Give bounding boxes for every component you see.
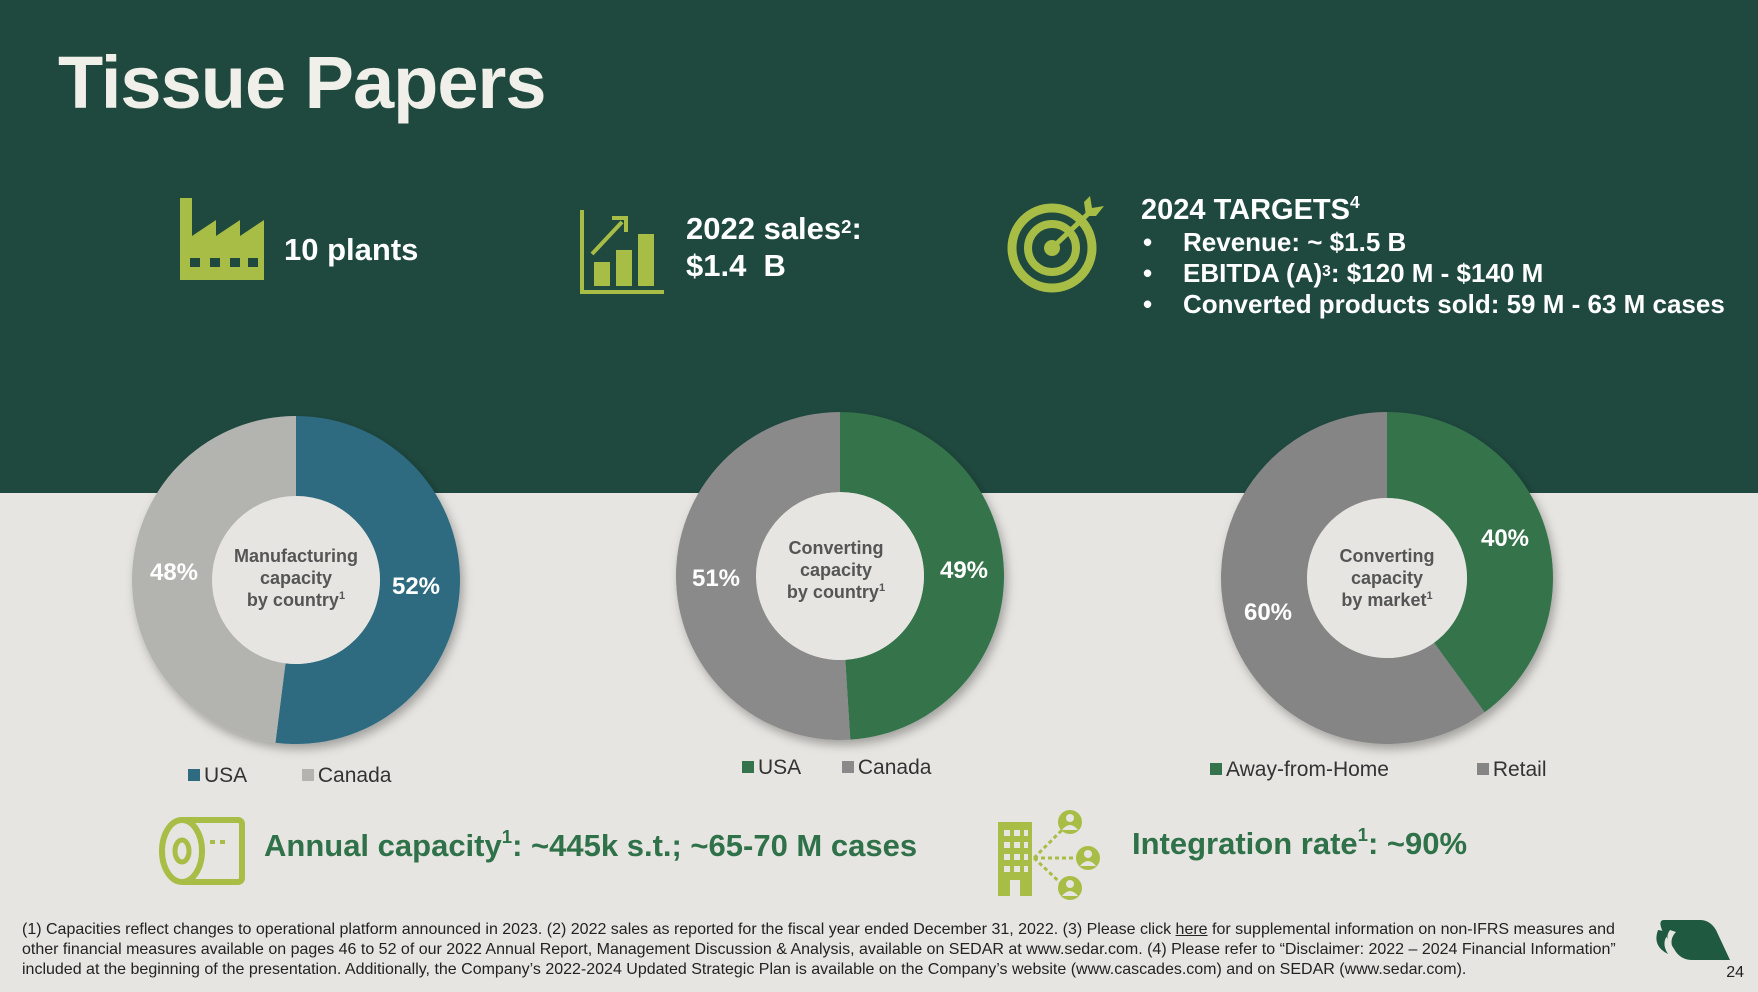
- donut-value-label: 52%: [392, 573, 440, 600]
- donut-center-label: by country1: [247, 590, 345, 610]
- donut-center-label: capacity: [1351, 568, 1423, 588]
- donut-slice-canada: [676, 412, 851, 740]
- target-item-converted-products: Converted products sold: 59 M - 63 M cas…: [1141, 289, 1725, 320]
- donut-chart-3: [1220, 412, 1553, 744]
- legend-item-canada: Canada: [301, 764, 391, 787]
- sales-colon: :: [851, 211, 862, 246]
- targets-block: 2024 TARGETS4 Revenue: ~ $1.5 B EBITDA (…: [1141, 192, 1725, 320]
- toilet-paper-roll-icon: [159, 817, 245, 885]
- donut-slice-retail: [1220, 412, 1485, 744]
- donut-chart-1: [132, 416, 461, 745]
- donut-value-label: 48%: [150, 559, 198, 586]
- donut-value-label: 40%: [1481, 525, 1529, 552]
- donut-slice-usa: [275, 416, 461, 745]
- donut-value-label: 51%: [692, 565, 740, 592]
- targets-heading: 2024 TARGETS4: [1141, 192, 1360, 226]
- legend-converting-market: Away-from-Home Retail: [1210, 758, 1547, 782]
- donut-slice-away-from-home: [1387, 412, 1553, 713]
- donut-hole: [212, 496, 380, 664]
- donut-center-label: by country1: [787, 582, 885, 602]
- legend-item-away-from-home: Away-from-Home: [1210, 758, 1389, 781]
- donut-value-label: 49%: [940, 557, 988, 584]
- target-item-ebitda: EBITDA (A)3: $120 M - $140 M: [1141, 258, 1725, 289]
- donut-hole: [1307, 498, 1467, 658]
- cascades-logo-icon: [1656, 920, 1730, 960]
- sales-kpi: 2022 sales2: $1.4 B: [686, 210, 862, 284]
- sales-value: $1.4 B: [686, 248, 786, 283]
- page-number: 24: [1726, 964, 1744, 981]
- target-arrow-icon: [1007, 196, 1104, 293]
- donut-center-label: Converting: [788, 538, 883, 558]
- legend-item-usa: USA: [188, 764, 246, 787]
- integration-rate: Integration rate1: ~90%: [1132, 824, 1468, 861]
- sales-label: 2022 sales: [686, 211, 842, 246]
- donut-center-label: by market1: [1341, 590, 1432, 610]
- donut-hole: [756, 492, 924, 660]
- plants-count: 10 plants: [284, 232, 419, 267]
- sales-footnote-ref: 2: [841, 216, 852, 238]
- donut-slice-usa: [840, 412, 1005, 740]
- donut-chart-2: [676, 412, 1005, 740]
- donut-slice-canada: [132, 416, 296, 743]
- bar-growth-chart-icon: [580, 210, 664, 294]
- legend-item-canada: Canada: [841, 756, 931, 779]
- donut-value-label: 60%: [1244, 599, 1292, 626]
- factory-icon: [180, 198, 264, 280]
- donut-center-label: capacity: [800, 560, 872, 580]
- targets-list: Revenue: ~ $1.5 B EBITDA (A)3: $120 M - …: [1141, 227, 1725, 320]
- legend-converting-country: USA Canada: [742, 756, 931, 780]
- legend-manufacturing: USA Canada: [188, 764, 391, 788]
- target-item-revenue: Revenue: ~ $1.5 B: [1141, 227, 1725, 258]
- donut-center-label: Manufacturing: [234, 546, 358, 566]
- legend-item-retail: Retail: [1476, 758, 1547, 781]
- annual-capacity: Annual capacity1: ~445k s.t.; ~65-70 M c…: [264, 826, 918, 863]
- supplemental-info-link[interactable]: here: [1175, 921, 1208, 938]
- donut-center-label: capacity: [260, 568, 332, 588]
- footnote: (1) Capacities reflect changes to operat…: [22, 921, 1616, 978]
- legend-item-usa: USA: [742, 756, 800, 779]
- building-network-icon: [998, 810, 1100, 900]
- page-title: Tissue Papers: [58, 41, 546, 124]
- donut-center-label: Converting: [1339, 546, 1434, 566]
